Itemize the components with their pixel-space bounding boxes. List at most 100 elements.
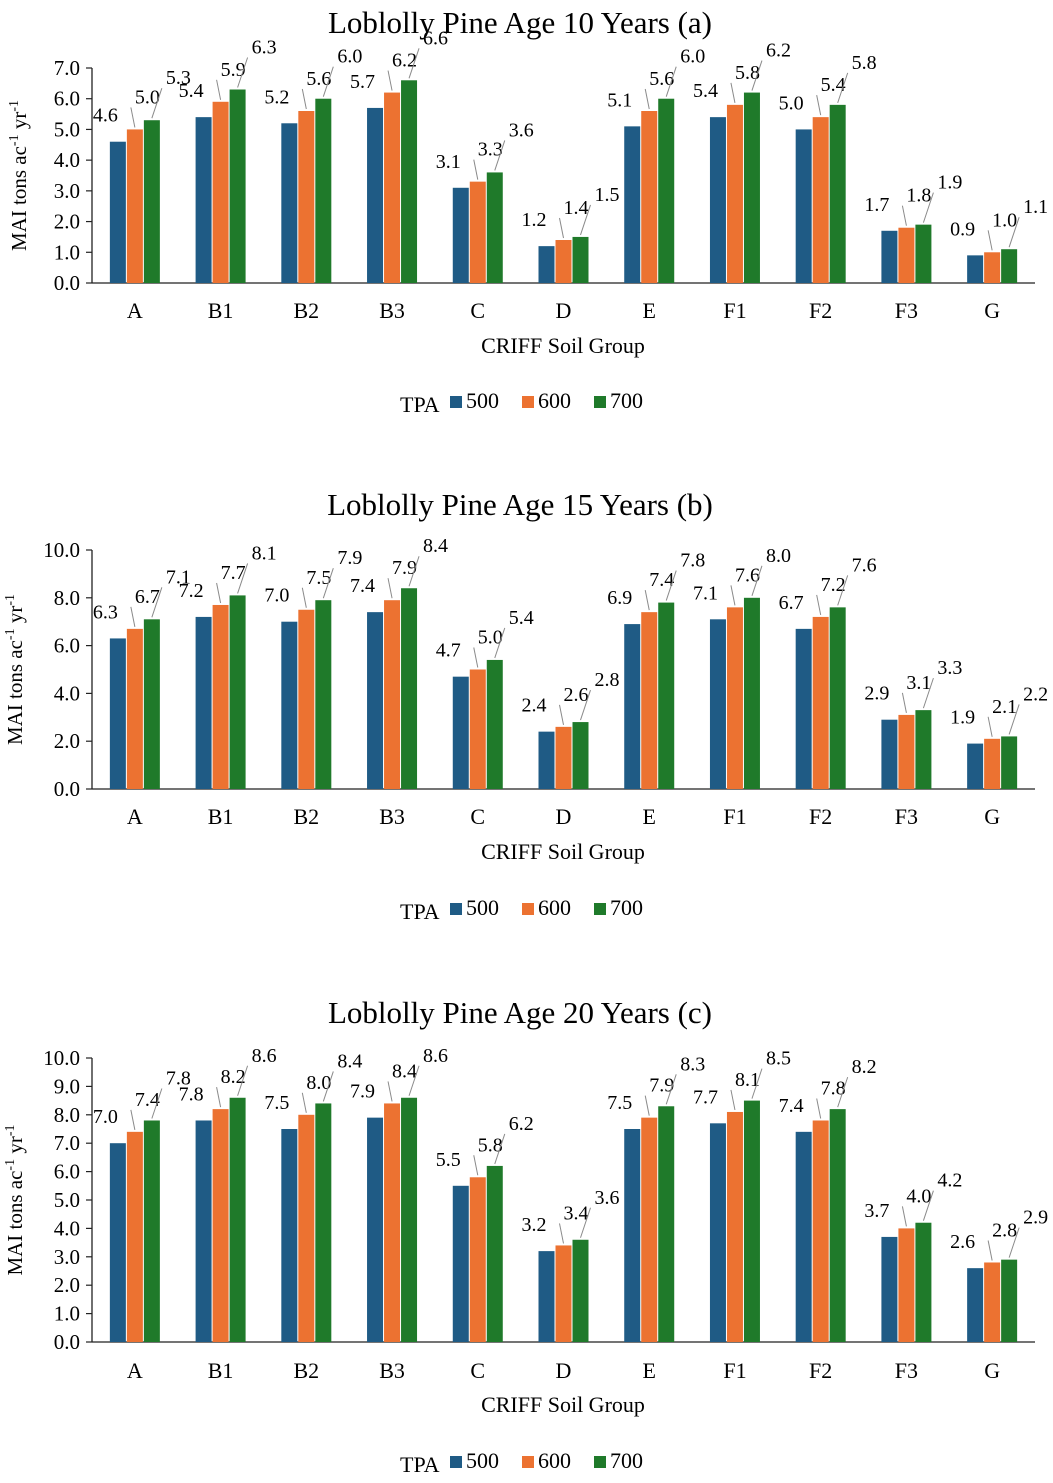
- bar-tpa-700-B3: [401, 1097, 418, 1342]
- bar-tpa-500-F2: [795, 129, 812, 283]
- chart-title: Loblolly Pine Age 10 Years (a): [328, 5, 712, 40]
- bar-tpa-600-A: [126, 1131, 143, 1342]
- data-label: 6.0: [680, 46, 705, 68]
- data-label-leader: [494, 1133, 506, 1165]
- data-label: 7.5: [264, 1092, 289, 1114]
- data-label-leader: [559, 217, 564, 239]
- y-tick-label: 4.0: [54, 1216, 80, 1240]
- legend-label-500: 500: [466, 1448, 499, 1473]
- data-label: 3.6: [509, 119, 534, 141]
- bar-tpa-600-C: [469, 669, 486, 789]
- bar-tpa-600-C: [469, 1177, 486, 1342]
- data-label: 7.1: [693, 582, 718, 604]
- data-label-leader: [816, 95, 822, 116]
- y-tick-label: 2.0: [54, 729, 80, 753]
- y-tick-label: 6.0: [54, 1160, 80, 1184]
- bar-tpa-700-A: [143, 619, 160, 789]
- data-label-leader: [559, 1223, 564, 1244]
- x-tick-label: B2: [293, 1358, 319, 1383]
- bar-tpa-700-F2: [829, 104, 846, 283]
- data-label-leader: [408, 556, 420, 587]
- bar-tpa-500-G: [967, 255, 984, 283]
- y-tick-label: 4.0: [54, 681, 80, 705]
- data-label: 8.2: [221, 1066, 246, 1088]
- bar-tpa-700-B3: [401, 80, 418, 284]
- chart-svg: Loblolly Pine Age 10 Years (a) 0.0 1.0 2.0 3…: [7, 5, 1048, 417]
- data-label: 1.7: [864, 194, 889, 216]
- data-label-leader: [816, 594, 822, 616]
- x-tick-label: E: [643, 298, 656, 323]
- chart-panel-0: Loblolly Pine Age 10 Years (a) 0.0 1.0 2.0 3…: [0, 0, 1053, 440]
- x-tick-label: E: [643, 804, 656, 829]
- data-label: 8.6: [252, 1045, 277, 1067]
- data-label-leader: [1008, 704, 1020, 735]
- bar-tpa-500-B3: [367, 1117, 384, 1342]
- data-label-leader: [901, 692, 907, 714]
- data-label-leader: [151, 587, 163, 618]
- chart-panel-1: Loblolly Pine Age 15 Years (b) 0.0 2.0 4.0 6…: [0, 478, 1053, 948]
- data-label-leader: [387, 70, 393, 91]
- data-label-leader: [901, 1206, 907, 1227]
- y-tick-label: 3.0: [54, 179, 80, 203]
- x-tick-label: F2: [809, 1358, 832, 1383]
- x-tick-label: D: [556, 1358, 572, 1383]
- data-label: 7.7: [693, 1086, 718, 1108]
- bar-tpa-600-F3: [898, 714, 915, 789]
- data-label: 7.9: [337, 547, 362, 569]
- bar-tpa-500-A: [109, 141, 126, 283]
- bar-tpa-600-B1: [212, 1109, 229, 1342]
- bar-tpa-500-F1: [709, 619, 726, 789]
- data-label-leader: [301, 1092, 307, 1113]
- x-tick-label: B1: [208, 804, 234, 829]
- y-tick-label: 1.0: [54, 1302, 80, 1326]
- bar-tpa-700-B1: [229, 595, 246, 789]
- bar-tpa-700-A: [143, 1120, 160, 1342]
- bar-tpa-500-E: [624, 126, 641, 283]
- data-label: 2.6: [950, 1231, 975, 1253]
- data-label: 7.9: [649, 1075, 674, 1097]
- bar-tpa-600-A: [126, 129, 143, 283]
- bar-tpa-700-B3: [401, 588, 418, 789]
- y-tick-label: 1.0: [54, 240, 80, 264]
- data-label-leader: [130, 107, 136, 128]
- bar-tpa-700-F1: [743, 597, 760, 789]
- data-label: 8.0: [306, 1072, 331, 1094]
- data-label: 8.1: [735, 1069, 760, 1091]
- data-label-leader: [987, 716, 993, 737]
- data-label-leader: [494, 627, 506, 659]
- y-tick-label: 4.0: [54, 148, 80, 172]
- bar-tpa-600-B3: [384, 1103, 401, 1342]
- bar-tpa-500-A: [109, 1143, 126, 1342]
- data-label: 8.4: [337, 1050, 362, 1072]
- data-label: 5.8: [478, 1134, 503, 1156]
- y-tick-label: 7.0: [54, 56, 80, 80]
- data-label: 3.4: [564, 1202, 589, 1224]
- x-tick-label: G: [984, 298, 1000, 323]
- data-label-leader: [473, 647, 479, 668]
- bar-tpa-600-B2: [298, 111, 315, 283]
- data-label: 6.9: [607, 587, 632, 609]
- data-label: 5.8: [735, 62, 760, 84]
- data-label: 8.5: [766, 1048, 791, 1070]
- data-label-leader: [665, 66, 677, 97]
- bar-tpa-600-D: [555, 240, 572, 283]
- bar-tpa-500-E: [624, 1129, 641, 1342]
- data-label: 5.8: [852, 52, 877, 74]
- data-label: 7.0: [264, 585, 289, 607]
- data-label: 3.1: [436, 151, 461, 173]
- y-tick-label: 9.0: [54, 1074, 80, 1098]
- data-label-leader: [644, 1095, 650, 1116]
- x-tick-label: E: [643, 1358, 656, 1383]
- legend-label-600: 600: [538, 1448, 571, 1473]
- bar-tpa-500-D: [538, 1251, 555, 1342]
- bar-tpa-500-G: [967, 743, 984, 789]
- data-label-leader: [922, 1190, 934, 1221]
- data-label: 7.4: [779, 1095, 804, 1117]
- bar-tpa-700-D: [572, 1239, 589, 1342]
- data-label-leader: [237, 57, 249, 88]
- legend-swatch-500: [450, 396, 462, 408]
- data-label: 5.4: [693, 80, 718, 102]
- x-tick-label: F2: [809, 298, 832, 323]
- x-tick-label: C: [470, 298, 485, 323]
- bar-tpa-700-B2: [315, 600, 332, 789]
